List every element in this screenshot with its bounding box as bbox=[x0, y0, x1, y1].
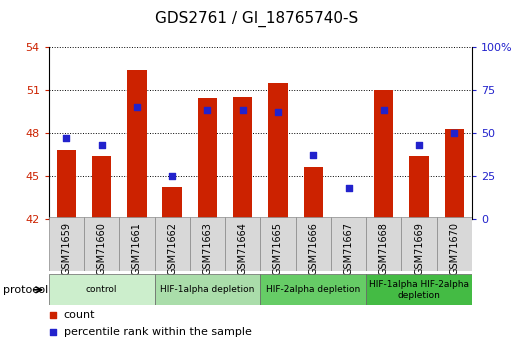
Text: GSM71669: GSM71669 bbox=[414, 221, 424, 275]
Point bbox=[309, 152, 318, 158]
Bar bbox=[366, 217, 401, 271]
Bar bbox=[374, 90, 393, 219]
Bar bbox=[268, 82, 288, 219]
Bar bbox=[92, 156, 111, 219]
Point bbox=[274, 109, 282, 115]
Text: GSM71667: GSM71667 bbox=[344, 221, 353, 275]
Bar bbox=[260, 274, 366, 305]
Text: HIF-1alpha depletion: HIF-1alpha depletion bbox=[160, 285, 254, 294]
Point bbox=[62, 135, 70, 141]
Point bbox=[344, 185, 352, 191]
Text: GSM71663: GSM71663 bbox=[203, 221, 212, 275]
Text: GSM71666: GSM71666 bbox=[308, 221, 318, 275]
Text: percentile rank within the sample: percentile rank within the sample bbox=[64, 327, 251, 337]
Text: GSM71662: GSM71662 bbox=[167, 221, 177, 275]
Point bbox=[415, 142, 423, 148]
Bar bbox=[127, 70, 147, 219]
Text: HIF-1alpha HIF-2alpha
depletion: HIF-1alpha HIF-2alpha depletion bbox=[369, 280, 469, 299]
Bar bbox=[119, 217, 154, 271]
Bar bbox=[190, 217, 225, 271]
Bar bbox=[437, 217, 472, 271]
Text: control: control bbox=[86, 285, 117, 294]
Bar bbox=[225, 217, 260, 271]
Text: GSM71670: GSM71670 bbox=[449, 221, 459, 275]
Bar bbox=[84, 217, 119, 271]
Text: count: count bbox=[64, 310, 95, 320]
Text: HIF-2alpha depletion: HIF-2alpha depletion bbox=[266, 285, 360, 294]
Bar bbox=[339, 218, 358, 219]
Bar bbox=[366, 274, 472, 305]
Text: GSM71661: GSM71661 bbox=[132, 221, 142, 275]
Text: GSM71668: GSM71668 bbox=[379, 221, 389, 275]
Point bbox=[239, 108, 247, 113]
Text: GSM71665: GSM71665 bbox=[273, 221, 283, 275]
Bar bbox=[49, 217, 84, 271]
Bar bbox=[295, 217, 331, 271]
Point bbox=[97, 142, 106, 148]
Bar bbox=[445, 129, 464, 219]
Text: GSM71659: GSM71659 bbox=[62, 221, 71, 275]
Bar bbox=[331, 217, 366, 271]
Bar bbox=[56, 150, 76, 219]
Bar bbox=[154, 274, 260, 305]
Point bbox=[380, 108, 388, 113]
Point bbox=[49, 312, 57, 317]
Bar bbox=[409, 156, 429, 219]
Bar bbox=[304, 167, 323, 219]
Point bbox=[133, 104, 141, 110]
Bar bbox=[49, 274, 154, 305]
Bar bbox=[198, 98, 217, 219]
Point bbox=[49, 329, 57, 335]
Point bbox=[168, 173, 176, 179]
Text: GSM71660: GSM71660 bbox=[96, 221, 107, 275]
Bar bbox=[260, 217, 295, 271]
Point bbox=[450, 130, 459, 136]
Bar bbox=[163, 187, 182, 219]
Text: protocol: protocol bbox=[3, 285, 48, 295]
Bar bbox=[154, 217, 190, 271]
Point bbox=[203, 108, 211, 113]
Text: GSM71664: GSM71664 bbox=[238, 221, 248, 275]
Bar bbox=[401, 217, 437, 271]
Text: GDS2761 / GI_18765740-S: GDS2761 / GI_18765740-S bbox=[155, 10, 358, 27]
Bar bbox=[233, 97, 252, 219]
